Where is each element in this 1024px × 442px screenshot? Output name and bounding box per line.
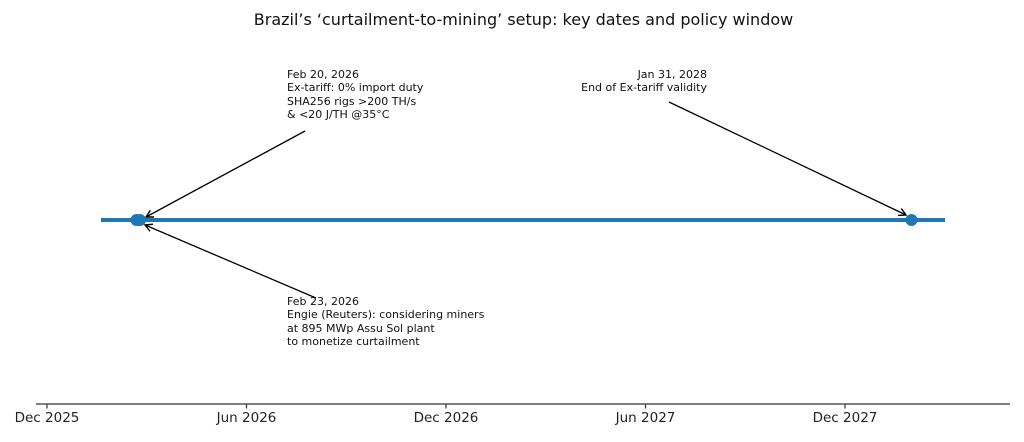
x-tick-label: Dec 2025 xyxy=(14,410,80,426)
x-tick-label: Dec 2026 xyxy=(413,410,479,426)
x-tick-label: Jun 2026 xyxy=(216,410,277,426)
chart-title: Brazil’s ‘curtailment-to-mining’ setup: … xyxy=(253,10,794,29)
annotation-arrow-ex-tariff-end xyxy=(668,101,908,217)
annotation-ex-tariff-start: Feb 20, 2026 Ex-tariff: 0% import duty S… xyxy=(287,68,424,122)
annotation-ex-tariff-end: Jan 31, 2028 End of Ex-tariff validity xyxy=(581,68,707,95)
annotation-arrow-engie-reuters xyxy=(143,223,317,299)
annotation-engie-reuters: Feb 23, 2026 Engie (Reuters): considerin… xyxy=(287,295,485,349)
event-marker-ex-tariff-end xyxy=(905,214,918,226)
annotation-arrow-ex-tariff-start xyxy=(144,130,306,218)
x-tick-label: Dec 2027 xyxy=(812,410,878,426)
event-marker-engie-reuters xyxy=(134,214,146,226)
x-tick-label: Jun 2027 xyxy=(615,410,676,426)
